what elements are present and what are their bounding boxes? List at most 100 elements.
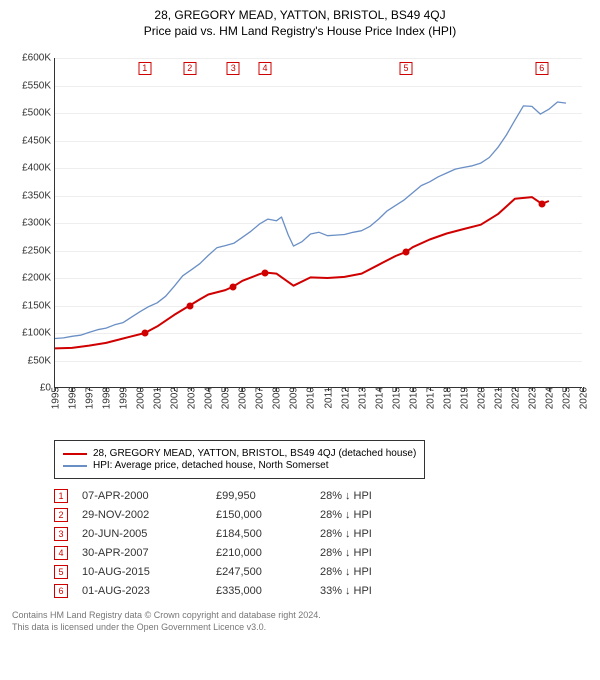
x-axis-tick-label: 1998: [100, 387, 113, 409]
x-axis-tick-label: 2015: [389, 387, 402, 409]
legend-label: HPI: Average price, detached house, Nort…: [93, 460, 329, 471]
sale-diff-vs-hpi: 28%↓HPI: [320, 490, 410, 502]
sales-table: 107-APR-2000£99,95028%↓HPI229-NOV-2002£1…: [54, 489, 588, 598]
y-axis-tick-label: £150K: [22, 300, 55, 311]
x-axis-tick-label: 2019: [457, 387, 470, 409]
plot-area: £0£50K£100K£150K£200K£250K£300K£350K£400…: [54, 58, 582, 388]
sale-price: £335,000: [216, 585, 306, 597]
sale-index-box: 2: [54, 508, 68, 522]
x-axis-tick-label: 2025: [559, 387, 572, 409]
x-axis-tick-label: 2011: [321, 387, 334, 409]
x-axis-tick-label: 1995: [49, 387, 62, 409]
x-axis-tick-label: 2022: [508, 387, 521, 409]
x-axis-tick-label: 2017: [423, 387, 436, 409]
sale-marker-box: 2: [183, 62, 196, 75]
footer-line: Contains HM Land Registry data © Crown c…: [12, 610, 588, 622]
sale-diff-vs-hpi: 28%↓HPI: [320, 547, 410, 559]
x-axis-tick-label: 2013: [355, 387, 368, 409]
y-axis-tick-label: £100K: [22, 328, 55, 339]
sale-date: 29-NOV-2002: [82, 509, 202, 521]
figure-container: 28, GREGORY MEAD, YATTON, BRISTOL, BS49 …: [0, 0, 600, 645]
x-axis-tick-label: 1996: [66, 387, 79, 409]
footer-line: This data is licensed under the Open Gov…: [12, 622, 588, 634]
x-axis-tick-label: 2024: [542, 387, 555, 409]
sale-marker-box: 1: [138, 62, 151, 75]
sale-marker-dot: [262, 269, 269, 276]
sale-marker-dot: [230, 283, 237, 290]
arrow-down-icon: ↓: [345, 566, 351, 578]
sale-diff-vs-hpi: 33%↓HPI: [320, 585, 410, 597]
x-axis-tick-label: 1997: [83, 387, 96, 409]
y-axis-tick-label: £500K: [22, 108, 55, 119]
y-axis-tick-label: £50K: [28, 355, 55, 366]
x-axis-tick-label: 2014: [372, 387, 385, 409]
x-axis-tick-label: 2010: [304, 387, 317, 409]
sale-price: £184,500: [216, 528, 306, 540]
sale-marker-dot: [186, 302, 193, 309]
x-axis-tick-label: 2007: [253, 387, 266, 409]
x-axis-tick-label: 2021: [491, 387, 504, 409]
series-lines: [55, 58, 583, 388]
arrow-down-icon: ↓: [345, 547, 351, 559]
sale-marker-dot: [403, 248, 410, 255]
sale-diff-vs-hpi: 28%↓HPI: [320, 509, 410, 521]
sale-date: 20-JUN-2005: [82, 528, 202, 540]
sale-index-box: 3: [54, 527, 68, 541]
sale-row: 2 29-NOV-2002 £150,000 28%↓HPI: [54, 508, 588, 522]
sale-index-box: 1: [54, 489, 68, 503]
arrow-down-icon: ↓: [345, 490, 351, 502]
x-axis-tick-label: 2023: [525, 387, 538, 409]
sale-price: £150,000: [216, 509, 306, 521]
x-axis-tick-label: 2008: [270, 387, 283, 409]
sale-date: 30-APR-2007: [82, 547, 202, 559]
y-axis-tick-label: £200K: [22, 273, 55, 284]
legend-label: 28, GREGORY MEAD, YATTON, BRISTOL, BS49 …: [93, 448, 416, 459]
x-axis-tick-label: 2016: [406, 387, 419, 409]
y-axis-tick-label: £250K: [22, 245, 55, 256]
x-axis-tick-label: 2005: [219, 387, 232, 409]
legend: 28, GREGORY MEAD, YATTON, BRISTOL, BS49 …: [54, 440, 425, 479]
sale-date: 10-AUG-2015: [82, 566, 202, 578]
subtitle: Price paid vs. HM Land Registry's House …: [12, 24, 588, 38]
x-axis-tick-label: 2026: [577, 387, 590, 409]
sale-index-box: 4: [54, 546, 68, 560]
x-axis-tick-label: 2000: [134, 387, 147, 409]
sale-price: £210,000: [216, 547, 306, 559]
sale-price: £99,950: [216, 490, 306, 502]
sale-index-box: 6: [54, 584, 68, 598]
sale-row: 3 20-JUN-2005 £184,500 28%↓HPI: [54, 527, 588, 541]
sale-row: 601-AUG-2023£335,00033%↓HPI: [54, 584, 588, 598]
attribution-footer: Contains HM Land Registry data © Crown c…: [12, 610, 588, 633]
legend-row: HPI: Average price, detached house, Nort…: [63, 460, 416, 471]
sale-diff-vs-hpi: 28%↓HPI: [320, 566, 410, 578]
sale-row: 510-AUG-2015£247,50028%↓HPI: [54, 565, 588, 579]
x-axis-tick-label: 2006: [236, 387, 249, 409]
arrow-down-icon: ↓: [345, 528, 351, 540]
x-axis-tick-label: 1999: [117, 387, 130, 409]
chart-area: £0£50K£100K£150K£200K£250K£300K£350K£400…: [12, 44, 588, 434]
arrow-down-icon: ↓: [345, 585, 351, 597]
sale-marker-box: 4: [259, 62, 272, 75]
x-axis-tick-label: 2002: [168, 387, 181, 409]
sale-marker-box: 6: [535, 62, 548, 75]
legend-row: 28, GREGORY MEAD, YATTON, BRISTOL, BS49 …: [63, 448, 416, 459]
address-title: 28, GREGORY MEAD, YATTON, BRISTOL, BS49 …: [12, 8, 588, 22]
sale-marker-box: 5: [400, 62, 413, 75]
sale-price: £247,500: [216, 566, 306, 578]
x-axis-tick-label: 2003: [185, 387, 198, 409]
sale-diff-vs-hpi: 28%↓HPI: [320, 528, 410, 540]
title-block: 28, GREGORY MEAD, YATTON, BRISTOL, BS49 …: [12, 8, 588, 38]
y-axis-tick-label: £600K: [22, 53, 55, 64]
y-axis-tick-label: £550K: [22, 80, 55, 91]
y-axis-tick-label: £300K: [22, 218, 55, 229]
x-axis-tick-label: 2020: [474, 387, 487, 409]
legend-swatch: [63, 465, 87, 467]
x-axis-tick-label: 2001: [151, 387, 164, 409]
legend-swatch: [63, 453, 87, 455]
y-axis-tick-label: £350K: [22, 190, 55, 201]
x-axis-tick-label: 2009: [287, 387, 300, 409]
sale-row: 4 30-APR-2007 £210,000 28%↓HPI: [54, 546, 588, 560]
x-axis-tick-label: 2004: [202, 387, 215, 409]
sale-marker-box: 3: [227, 62, 240, 75]
arrow-down-icon: ↓: [345, 509, 351, 521]
